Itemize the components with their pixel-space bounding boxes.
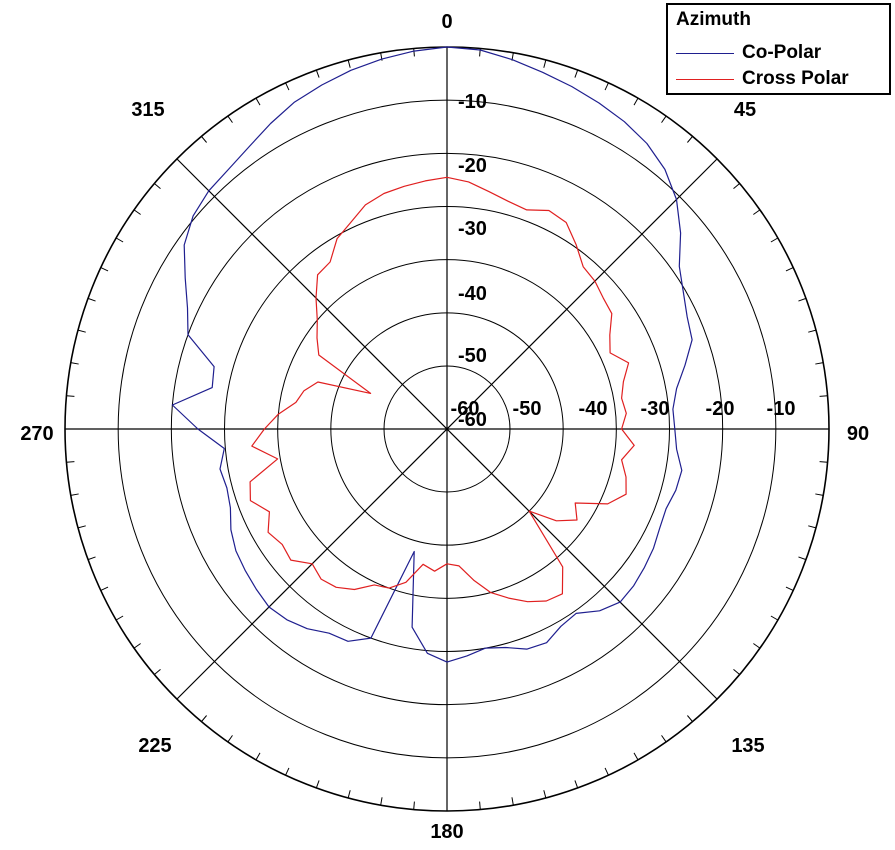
series-layer bbox=[171, 46, 693, 663]
angle-tick bbox=[133, 643, 141, 649]
angle-tick bbox=[808, 525, 817, 529]
angle-tick bbox=[70, 493, 79, 496]
angle-tick bbox=[100, 586, 109, 591]
legend-title: Azimuth bbox=[676, 9, 751, 30]
angle-tick bbox=[574, 69, 579, 78]
legend-item-cross-polar: Cross Polar bbox=[676, 67, 849, 91]
angle-tick bbox=[574, 780, 579, 789]
angle-tick bbox=[87, 297, 96, 302]
angle-label: 315 bbox=[131, 99, 164, 121]
angle-tick bbox=[819, 461, 828, 463]
angle-tick bbox=[543, 59, 547, 68]
radial-label: -40 bbox=[579, 398, 608, 420]
legend-swatch-cross-polar bbox=[676, 78, 734, 80]
angle-tick bbox=[315, 69, 320, 78]
angle-tick bbox=[604, 767, 609, 776]
angle-tick bbox=[770, 237, 779, 243]
angle-tick bbox=[770, 615, 779, 621]
angle-tick bbox=[133, 209, 141, 215]
angle-tick bbox=[687, 715, 693, 722]
angle-label: 90 bbox=[847, 423, 869, 445]
angle-tick bbox=[315, 780, 320, 789]
angle-label: 270 bbox=[20, 423, 53, 445]
grid-spoke bbox=[176, 158, 718, 700]
label-layer: 0 45 90 135 180 225 270 315 -10 -20 -30 -40 -50 -60-6… bbox=[20, 11, 869, 843]
angle-tick bbox=[201, 715, 207, 722]
angle-tick bbox=[815, 493, 824, 496]
radial-label: -10 bbox=[767, 398, 796, 420]
angle-label: 0 bbox=[441, 11, 452, 33]
angle-tick bbox=[380, 797, 383, 806]
angle-tick bbox=[733, 669, 740, 675]
angle-tick bbox=[815, 362, 824, 365]
angle-tick bbox=[687, 136, 693, 143]
legend-swatch-co-polar bbox=[676, 52, 734, 54]
angle-tick bbox=[413, 801, 415, 810]
angle-tick bbox=[285, 82, 290, 91]
radial-label: -60 bbox=[451, 398, 480, 420]
series-line-cross-polar bbox=[249, 176, 635, 603]
angle-tick bbox=[733, 183, 740, 189]
angle-tick bbox=[511, 797, 514, 806]
angle-tick bbox=[77, 329, 86, 333]
angle-tick bbox=[285, 767, 290, 776]
angle-tick bbox=[77, 525, 86, 529]
legend: Azimuth Co-Polar Cross Polar bbox=[666, 3, 891, 95]
angle-tick bbox=[347, 59, 351, 68]
angle-tick bbox=[604, 82, 609, 91]
angle-tick bbox=[661, 115, 667, 123]
angle-tick bbox=[661, 735, 667, 743]
angle-label: 135 bbox=[731, 735, 764, 757]
series-line-co-polar bbox=[171, 46, 693, 663]
polar-grid bbox=[64, 46, 830, 812]
radial-label: -30 bbox=[641, 398, 670, 420]
angle-tick bbox=[798, 556, 807, 561]
legend-label-co-polar: Co-Polar bbox=[742, 42, 822, 63]
angle-tick bbox=[798, 297, 807, 302]
angle-tick bbox=[70, 362, 79, 365]
radial-label: -20 bbox=[706, 398, 735, 420]
angle-tick bbox=[100, 267, 109, 272]
angle-tick bbox=[347, 790, 351, 799]
radial-label: -50 bbox=[513, 398, 542, 420]
angle-tick bbox=[753, 643, 761, 649]
angle-tick bbox=[819, 395, 828, 397]
legend-label-cross-polar: Cross Polar bbox=[742, 68, 849, 89]
angle-tick bbox=[154, 669, 161, 675]
angle-tick bbox=[66, 461, 75, 463]
angle-tick bbox=[633, 752, 639, 761]
angle-tick bbox=[201, 136, 207, 143]
angle-tick bbox=[543, 790, 547, 799]
angle-label: 45 bbox=[734, 99, 756, 121]
radial-label: -60 bbox=[458, 409, 487, 431]
angle-tick bbox=[785, 586, 794, 591]
angle-tick bbox=[255, 97, 261, 106]
legend-item-co-polar: Co-Polar bbox=[676, 41, 821, 65]
angle-label: 225 bbox=[138, 735, 171, 757]
angle-tick bbox=[753, 209, 761, 215]
radial-label: -50 bbox=[458, 345, 487, 367]
angle-tick bbox=[413, 48, 415, 57]
angle-tick bbox=[633, 97, 639, 106]
angle-tick bbox=[154, 183, 161, 189]
radial-label: -40 bbox=[458, 283, 487, 305]
angle-tick bbox=[255, 752, 261, 761]
angle-tick bbox=[479, 801, 481, 810]
angle-tick bbox=[115, 237, 124, 243]
radial-label: -20 bbox=[458, 155, 487, 177]
angle-tick bbox=[66, 395, 75, 397]
radial-label: -10 bbox=[458, 91, 487, 113]
angle-label: 180 bbox=[430, 821, 463, 843]
angle-tick bbox=[115, 615, 124, 621]
angle-tick bbox=[87, 556, 96, 561]
radial-label: -30 bbox=[458, 218, 487, 240]
angle-tick bbox=[227, 115, 233, 123]
angle-tick bbox=[808, 329, 817, 333]
angle-tick bbox=[785, 267, 794, 272]
angle-tick bbox=[227, 735, 233, 743]
